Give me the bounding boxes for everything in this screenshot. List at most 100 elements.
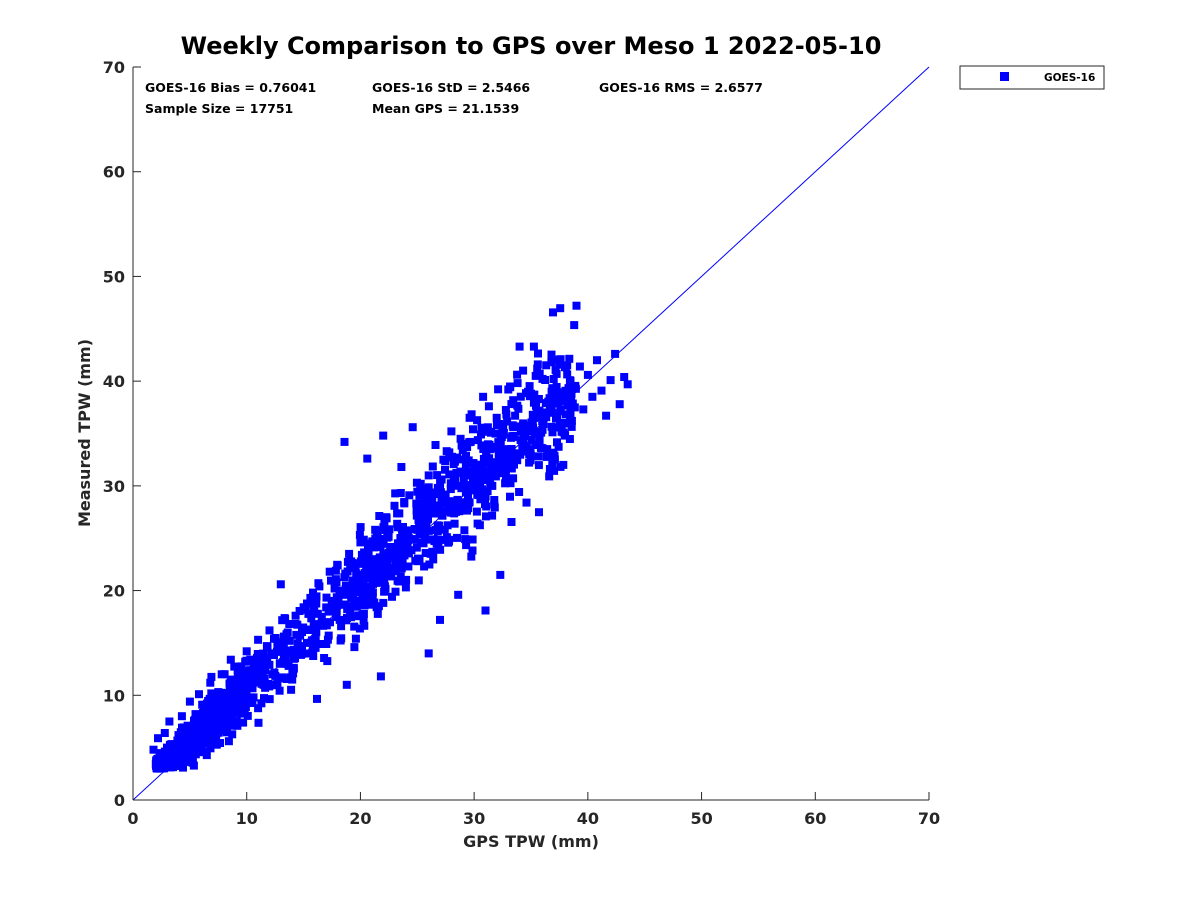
- scatter-point: [310, 621, 319, 630]
- scatter-point: [340, 437, 349, 446]
- scatter-point: [174, 731, 183, 740]
- scatter-point: [288, 668, 297, 677]
- scatter-point: [299, 623, 308, 632]
- scatter-point: [535, 508, 543, 517]
- scatter-point: [519, 438, 527, 447]
- scatter-point: [304, 609, 313, 618]
- scatter-point: [412, 543, 421, 552]
- x-tick-label: 50: [690, 809, 712, 828]
- scatter-point: [327, 576, 335, 585]
- scatter-point: [428, 462, 437, 471]
- scatter-point: [273, 641, 282, 649]
- scatter-point: [234, 671, 243, 680]
- scatter-point: [465, 471, 474, 480]
- scatter-point: [327, 596, 336, 605]
- scatter-point: [177, 712, 186, 721]
- scatter-point: [534, 461, 543, 470]
- scatter-point: [317, 612, 326, 621]
- scatter-point: [299, 603, 308, 612]
- scatter-point: [312, 599, 321, 608]
- scatter-point: [433, 521, 442, 530]
- scatter-point: [281, 615, 290, 623]
- scatter-point: [548, 428, 557, 437]
- scatter-point: [459, 476, 468, 485]
- scatter-point: [431, 441, 440, 449]
- scatter-point: [441, 491, 450, 500]
- scatter-point: [421, 516, 430, 525]
- scatter-point: [450, 519, 459, 528]
- scatter-point: [270, 634, 278, 643]
- scatter-point: [322, 640, 331, 648]
- scatter-point: [498, 422, 507, 431]
- scatter-point: [312, 628, 321, 637]
- scatter-point: [514, 404, 523, 413]
- scatter-point: [350, 622, 359, 631]
- scatter-point: [260, 694, 268, 703]
- scatter-point: [391, 587, 400, 596]
- scatter-point: [157, 758, 166, 767]
- scatter-point: [307, 614, 316, 623]
- one-to-one-reference-line: [132, 66, 930, 801]
- scatter-point: [322, 593, 331, 602]
- scatter-point: [371, 525, 380, 534]
- scatter-point: [193, 716, 202, 725]
- x-tick-label: 0: [127, 809, 138, 828]
- scatter-point: [410, 535, 419, 544]
- scatter-point: [537, 428, 546, 437]
- scatter-point: [212, 732, 220, 741]
- scatter-point: [588, 392, 597, 401]
- scatter-point: [240, 708, 249, 717]
- scatter-point: [449, 460, 458, 469]
- scatter-point: [519, 366, 528, 375]
- scatter-point: [375, 512, 384, 520]
- scatter-point: [525, 458, 534, 467]
- scatter-point: [192, 734, 201, 743]
- scatter-point: [461, 535, 470, 544]
- scatter-point: [348, 576, 357, 585]
- scatter-point: [564, 384, 573, 393]
- scatter-point: [477, 423, 486, 432]
- scatter-point: [254, 635, 263, 644]
- scatter-point: [527, 389, 535, 398]
- scatter-point: [407, 546, 416, 555]
- scatter-point: [421, 528, 430, 537]
- scatter-point: [413, 525, 422, 534]
- scatter-point: [548, 408, 557, 417]
- scatter-point: [160, 729, 169, 737]
- scatter-point: [491, 429, 500, 438]
- scatter-point: [476, 495, 485, 504]
- scatter-point: [290, 654, 299, 663]
- scatter-point: [398, 557, 407, 566]
- scatter-point: [513, 422, 522, 431]
- scatter-point: [500, 460, 509, 469]
- scatter-point: [388, 592, 396, 601]
- scatter-point: [566, 409, 575, 418]
- scatter-point: [239, 718, 248, 727]
- scatter-point: [359, 610, 368, 618]
- scatter-point: [223, 714, 232, 723]
- y-tick-label: 20: [103, 582, 125, 601]
- scatter-point: [229, 691, 238, 699]
- scatter-point: [173, 742, 182, 751]
- scatter-point: [500, 468, 509, 477]
- x-tick-label: 30: [463, 809, 485, 828]
- scatter-point: [535, 436, 544, 445]
- scatter-point: [314, 579, 323, 588]
- scatter-point: [396, 534, 405, 542]
- scatter-point: [180, 747, 189, 756]
- scatter-point: [477, 460, 485, 469]
- scatter-point: [242, 647, 251, 656]
- scatter-point: [527, 435, 536, 444]
- y-tick-label: 0: [114, 791, 125, 810]
- scatter-point: [472, 507, 481, 516]
- scatter-point: [461, 461, 470, 470]
- scatter-point: [508, 421, 517, 430]
- scatter-point: [195, 725, 204, 734]
- scatter-point: [490, 496, 499, 504]
- scatter-point: [547, 350, 556, 359]
- scatter-point: [341, 585, 350, 594]
- scatter-point: [514, 449, 523, 458]
- scatter-point: [453, 453, 461, 462]
- scatter-point: [499, 445, 508, 454]
- scatter-point: [394, 542, 402, 551]
